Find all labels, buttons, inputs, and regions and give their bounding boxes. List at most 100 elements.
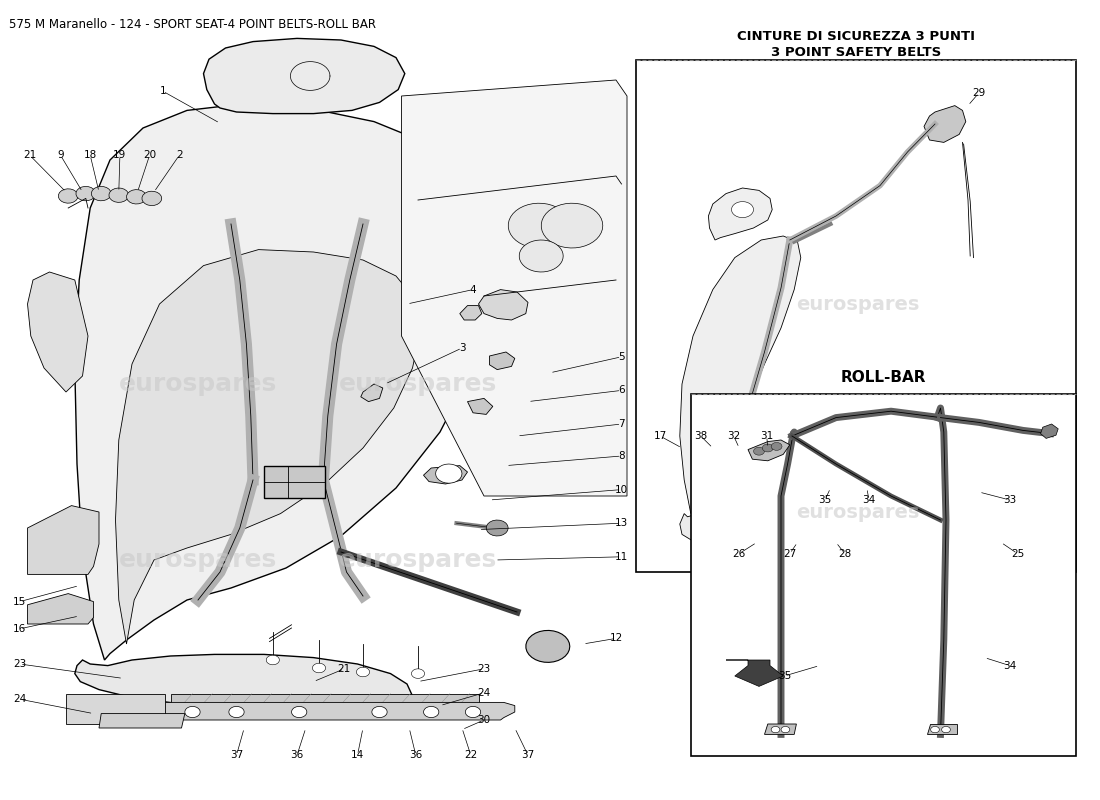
- Polygon shape: [142, 191, 162, 206]
- Polygon shape: [781, 726, 790, 733]
- Text: 8: 8: [618, 451, 625, 461]
- Polygon shape: [802, 496, 815, 506]
- Polygon shape: [490, 352, 515, 370]
- Polygon shape: [292, 706, 307, 718]
- Text: 12: 12: [609, 634, 623, 643]
- Polygon shape: [1041, 424, 1058, 438]
- Polygon shape: [28, 506, 99, 574]
- Polygon shape: [312, 663, 326, 673]
- Polygon shape: [356, 667, 370, 677]
- Polygon shape: [58, 189, 78, 203]
- Text: 9: 9: [57, 150, 64, 160]
- Polygon shape: [680, 512, 798, 550]
- Text: eurospares: eurospares: [119, 548, 277, 572]
- Polygon shape: [229, 706, 244, 718]
- Text: 13: 13: [615, 518, 628, 528]
- Polygon shape: [748, 440, 790, 461]
- Polygon shape: [160, 702, 515, 720]
- Text: 35: 35: [778, 671, 791, 681]
- Text: 27: 27: [783, 549, 796, 558]
- Text: 38: 38: [694, 431, 707, 441]
- Text: 15: 15: [13, 597, 26, 606]
- Polygon shape: [266, 655, 279, 665]
- Bar: [691, 394, 1076, 756]
- Polygon shape: [402, 80, 627, 496]
- Text: eurospares: eurospares: [119, 372, 277, 396]
- Polygon shape: [762, 444, 773, 452]
- Text: 31: 31: [760, 431, 773, 441]
- Polygon shape: [764, 494, 823, 512]
- Polygon shape: [465, 706, 481, 718]
- Polygon shape: [785, 498, 799, 507]
- Text: 29: 29: [972, 88, 986, 98]
- Text: 32: 32: [727, 431, 740, 441]
- Text: CINTURE DI SICUREZZA 3 PUNTI: CINTURE DI SICUREZZA 3 PUNTI: [737, 30, 975, 42]
- Text: 28: 28: [838, 549, 851, 558]
- Text: 21: 21: [338, 664, 351, 674]
- Text: 26: 26: [733, 549, 746, 558]
- Polygon shape: [126, 190, 146, 204]
- Polygon shape: [66, 694, 165, 724]
- Text: 17: 17: [653, 431, 667, 441]
- Polygon shape: [754, 447, 764, 455]
- Polygon shape: [924, 106, 966, 142]
- Polygon shape: [468, 398, 493, 414]
- Polygon shape: [424, 706, 439, 718]
- Text: 35: 35: [818, 495, 832, 505]
- Polygon shape: [204, 38, 405, 114]
- Text: 37: 37: [521, 750, 535, 760]
- Polygon shape: [28, 594, 94, 624]
- Polygon shape: [771, 442, 782, 450]
- Polygon shape: [75, 654, 412, 710]
- Text: 33: 33: [1003, 495, 1016, 505]
- Text: 24: 24: [13, 694, 26, 704]
- Text: 2: 2: [176, 150, 183, 160]
- Polygon shape: [116, 250, 420, 644]
- Text: 20: 20: [143, 150, 156, 160]
- Text: 36: 36: [409, 750, 422, 760]
- Text: eurospares: eurospares: [796, 294, 920, 314]
- Polygon shape: [486, 520, 508, 536]
- Text: 3 POINT SAFETY BELTS: 3 POINT SAFETY BELTS: [771, 46, 940, 58]
- Polygon shape: [460, 306, 482, 320]
- Polygon shape: [165, 704, 493, 714]
- Polygon shape: [708, 188, 772, 240]
- Text: 1: 1: [160, 86, 166, 96]
- Polygon shape: [541, 203, 603, 248]
- Text: 7: 7: [618, 419, 625, 429]
- Polygon shape: [732, 202, 754, 218]
- Polygon shape: [361, 384, 383, 402]
- Bar: [264, 466, 324, 498]
- Polygon shape: [76, 186, 96, 201]
- Polygon shape: [769, 499, 782, 509]
- Text: 19: 19: [113, 150, 127, 160]
- Text: 11: 11: [615, 552, 628, 562]
- Text: 36: 36: [290, 750, 304, 760]
- Polygon shape: [436, 464, 462, 483]
- Polygon shape: [927, 724, 957, 734]
- Polygon shape: [411, 669, 425, 678]
- Polygon shape: [91, 186, 111, 201]
- Polygon shape: [170, 694, 479, 706]
- Text: 23: 23: [477, 664, 491, 674]
- Polygon shape: [99, 714, 185, 728]
- Text: 16: 16: [13, 624, 26, 634]
- Polygon shape: [109, 188, 129, 202]
- Text: 25: 25: [1011, 549, 1024, 558]
- Text: eurospares: eurospares: [796, 502, 920, 522]
- Polygon shape: [931, 726, 939, 733]
- Text: 21: 21: [23, 150, 36, 160]
- Text: 22: 22: [464, 750, 477, 760]
- Text: 3: 3: [459, 343, 465, 353]
- Polygon shape: [519, 240, 563, 272]
- Text: ROLL-BAR: ROLL-BAR: [840, 370, 926, 385]
- Polygon shape: [764, 724, 796, 734]
- Polygon shape: [726, 660, 783, 686]
- Polygon shape: [75, 104, 495, 660]
- Text: 5: 5: [618, 352, 625, 362]
- Text: 14: 14: [351, 750, 364, 760]
- Text: 4: 4: [470, 285, 476, 294]
- Polygon shape: [680, 236, 801, 514]
- Polygon shape: [957, 518, 990, 536]
- Text: 24: 24: [477, 688, 491, 698]
